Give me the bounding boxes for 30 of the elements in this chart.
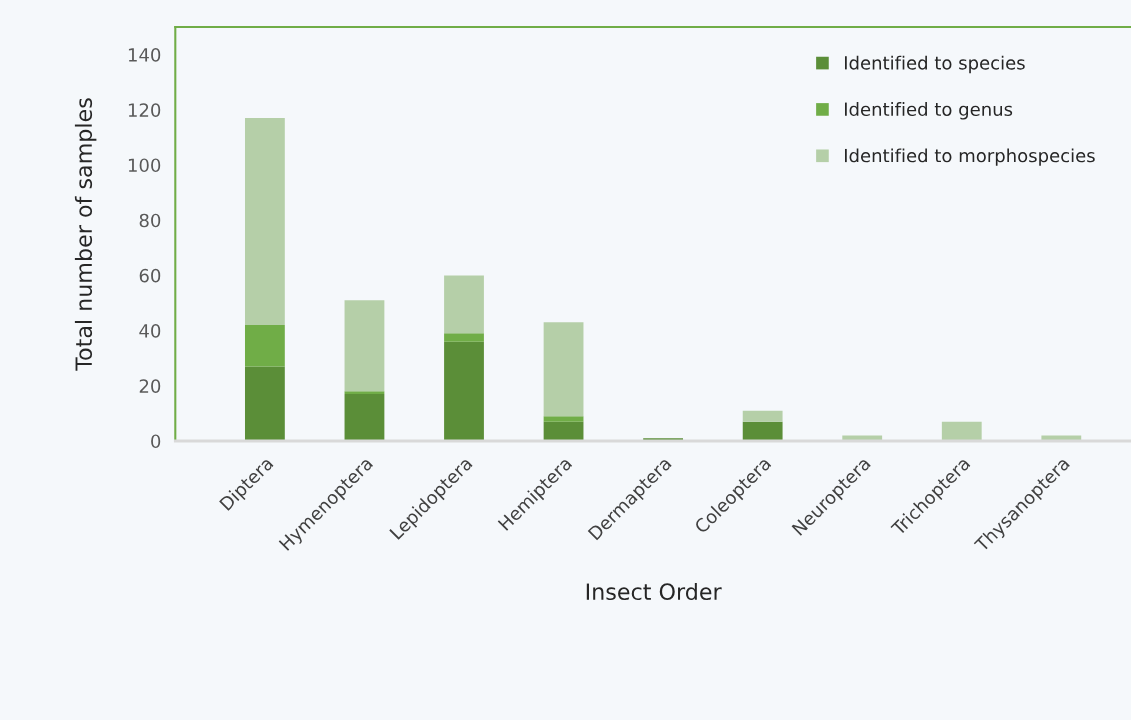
y-tick-label: 20 [139,379,161,393]
bar [244,118,285,326]
y-tick-label: 40 [139,324,161,338]
x-axis-title: Insect Order [586,582,722,601]
legend-label: Identified to genus [844,102,1013,120]
y-tick-label: 60 [139,268,161,283]
bar [444,333,484,342]
bar [742,410,783,422]
bar [444,275,484,334]
bar [543,421,584,441]
bar [344,300,385,392]
y-tick-label: 120 [128,103,161,117]
bar [344,394,385,441]
legend-label: Identified to species [844,55,1025,74]
legend-label: Identified to morphospecies [844,148,1095,166]
bar [742,421,783,441]
y-tick-label: 80 [139,213,161,228]
y-tick-label: 0 [151,434,161,449]
bar [941,421,982,441]
y-tick-label: 100 [128,158,161,173]
bar [1041,435,1082,441]
bar [543,322,584,417]
bar [344,391,385,395]
bar [244,325,285,367]
y-axis-title: Total number of samples [74,98,97,371]
bar [244,366,285,441]
y-tick-label: 140 [128,48,161,62]
bar [842,435,883,441]
bar [444,341,484,441]
bar [543,416,584,422]
